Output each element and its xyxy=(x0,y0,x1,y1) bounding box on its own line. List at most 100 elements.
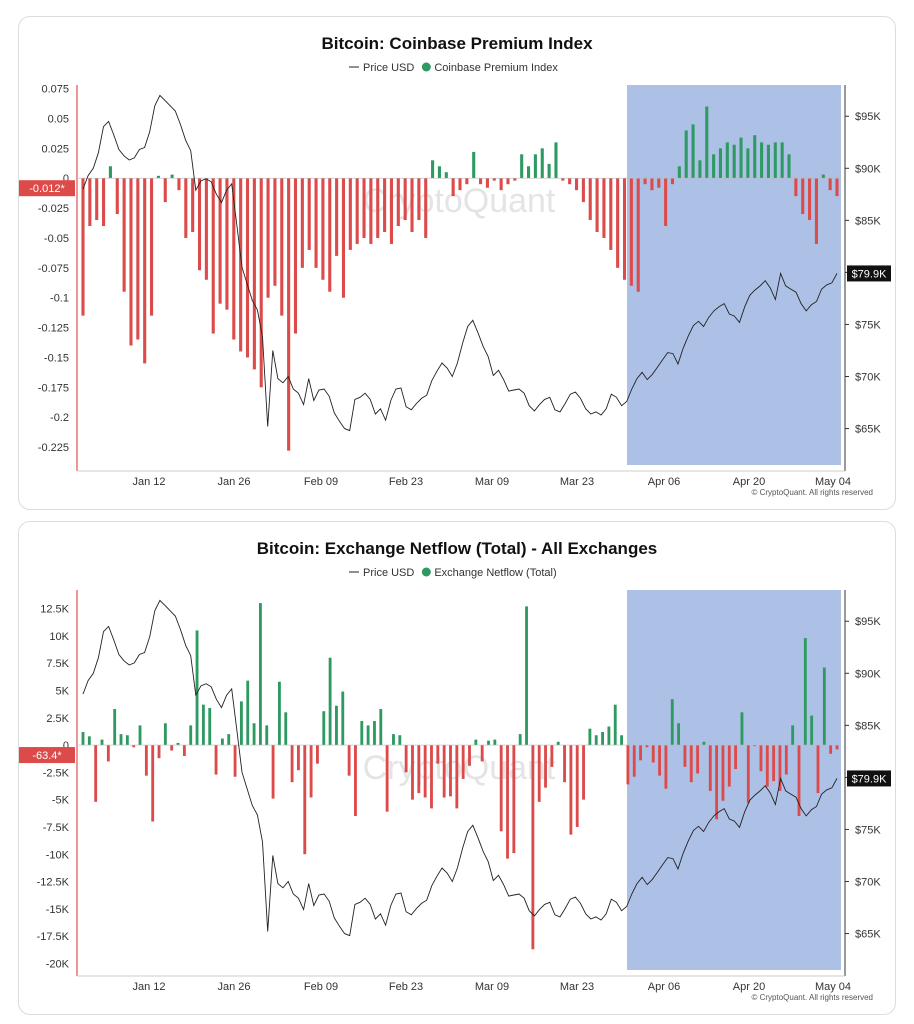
bar xyxy=(195,630,199,746)
bar xyxy=(208,707,212,746)
coinbase-premium-card: Bitcoin: Coinbase Premium Index Price USD… xyxy=(18,16,896,510)
legend: Price USD Exchange Netflow (Total) xyxy=(349,567,557,579)
bar xyxy=(513,178,517,181)
left-tick-label: 0.025 xyxy=(41,143,69,155)
current-value-label: -63.4* xyxy=(32,750,62,762)
bar xyxy=(561,178,565,181)
bar xyxy=(588,178,592,221)
bar xyxy=(787,154,791,179)
bar xyxy=(170,745,174,751)
bar xyxy=(613,704,617,746)
left-tick-label: -12.5K xyxy=(37,877,70,889)
bar xyxy=(518,734,522,746)
highlight-region xyxy=(627,590,841,970)
bar xyxy=(698,160,702,179)
left-tick-label: -0.025 xyxy=(38,203,69,215)
bar xyxy=(718,148,723,179)
bar xyxy=(677,723,681,746)
bar xyxy=(245,178,250,358)
bar xyxy=(287,178,291,451)
bar xyxy=(297,745,300,771)
bar xyxy=(616,178,620,268)
bar xyxy=(424,178,428,238)
bar xyxy=(436,745,440,764)
bar xyxy=(362,178,366,238)
x-tick-label: Jan 26 xyxy=(217,981,250,993)
x-tick-label: Mar 09 xyxy=(475,981,509,993)
bar xyxy=(821,174,825,179)
bar xyxy=(430,745,433,809)
bar xyxy=(828,178,832,191)
legend-price: Price USD xyxy=(363,62,414,74)
bar xyxy=(632,745,636,777)
bar xyxy=(138,725,142,746)
left-tick-label: -10K xyxy=(46,849,70,861)
bar xyxy=(721,745,725,801)
bar xyxy=(746,745,750,803)
bar xyxy=(651,745,655,763)
bar xyxy=(143,178,147,364)
right-tick-label: $65K xyxy=(855,424,881,436)
bar xyxy=(271,745,275,799)
bar xyxy=(444,172,448,179)
bar xyxy=(784,745,788,775)
left-tick-label: -0.125 xyxy=(38,323,69,335)
bar xyxy=(468,745,471,766)
x-tick-label: Mar 23 xyxy=(560,981,594,993)
bar xyxy=(383,178,387,232)
copyright-footer: © CryptoQuant. All rights reserved xyxy=(752,993,874,1002)
bar xyxy=(293,178,298,334)
bar xyxy=(265,725,269,746)
bar xyxy=(417,745,421,794)
bar xyxy=(309,745,313,798)
bar xyxy=(766,144,770,179)
bar xyxy=(258,603,262,746)
bar xyxy=(102,178,106,227)
right-tick-label: $65K xyxy=(855,929,881,941)
bar xyxy=(797,745,801,817)
bar xyxy=(778,745,782,791)
bar xyxy=(550,745,554,767)
bar xyxy=(94,745,98,802)
bar xyxy=(684,130,688,179)
bar xyxy=(321,178,325,280)
bar xyxy=(182,745,186,756)
bar xyxy=(581,178,585,203)
right-tick-label: $90K xyxy=(855,163,881,175)
bar xyxy=(734,745,738,770)
bar xyxy=(725,142,729,179)
bar xyxy=(449,745,452,797)
bar xyxy=(290,745,294,783)
bar xyxy=(373,721,376,746)
bar xyxy=(136,178,140,340)
bar xyxy=(411,745,414,800)
x-tick-label: May 04 xyxy=(815,476,851,488)
bar xyxy=(595,178,599,232)
right-tick-label: $75K xyxy=(855,319,881,331)
left-tick-label: 0 xyxy=(63,740,69,752)
right-tick-label: $95K xyxy=(855,111,881,123)
left-tick-label: 7.5K xyxy=(46,658,69,670)
bar xyxy=(506,178,510,185)
current-price-badge xyxy=(847,770,891,787)
right-tick-label: $95K xyxy=(855,616,881,628)
bar xyxy=(410,178,414,232)
bar xyxy=(132,745,136,748)
bar xyxy=(87,736,91,746)
copyright-footer: © CryptoQuant. All rights reserved xyxy=(752,488,874,497)
current-value-badge xyxy=(19,180,75,197)
bar xyxy=(232,178,236,340)
left-ticks: 0.075 0.05 0.025 0 -0.025 -0.05 -0.075 -0.1 -0.1… xyxy=(38,84,69,454)
bar xyxy=(670,699,674,746)
legend-dot-swatch xyxy=(421,567,431,577)
x-tick-label: Feb 23 xyxy=(389,476,423,488)
x-tick-label: Jan 12 xyxy=(132,476,165,488)
left-tick-label: 0 xyxy=(63,173,69,185)
bar xyxy=(574,178,579,191)
x-tick-label: Jan 12 xyxy=(132,981,165,993)
bar xyxy=(300,178,304,268)
bar xyxy=(563,745,566,783)
left-tick-label: -0.175 xyxy=(38,382,69,394)
left-tick-label: 2.5K xyxy=(46,713,69,725)
left-tick-label: 10K xyxy=(49,631,69,643)
